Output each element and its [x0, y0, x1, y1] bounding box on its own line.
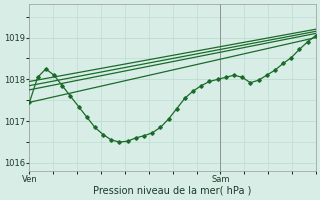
X-axis label: Pression niveau de la mer( hPa ): Pression niveau de la mer( hPa ) [93, 186, 252, 196]
